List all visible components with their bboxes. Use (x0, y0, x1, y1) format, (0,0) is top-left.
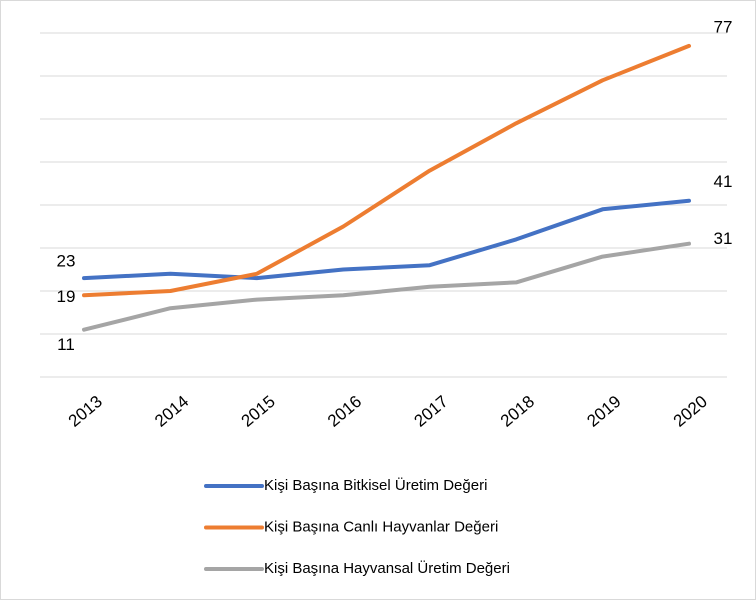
data-label: 23 (57, 252, 76, 271)
legend: Kişi Başına Bitkisel Üretim Değeri Kişi B… (204, 476, 510, 577)
legend-label: Kişi Başına Canlı Hayvanlar Değeri (264, 518, 498, 535)
data-label: 41 (714, 172, 733, 191)
lines (82, 43, 691, 332)
legend-label: Kişi Başına Bitkisel Üretim Değeri (264, 476, 487, 494)
data-label: 77 (714, 17, 733, 36)
data-label: 31 (714, 229, 733, 248)
data-label: 11 (57, 335, 75, 354)
series-line (82, 241, 691, 332)
series-line (82, 198, 691, 281)
data-label: 19 (57, 287, 76, 306)
series-line (82, 43, 691, 298)
legend-label: Kişi Başına Hayvansal Üretim Değeri (264, 559, 510, 577)
